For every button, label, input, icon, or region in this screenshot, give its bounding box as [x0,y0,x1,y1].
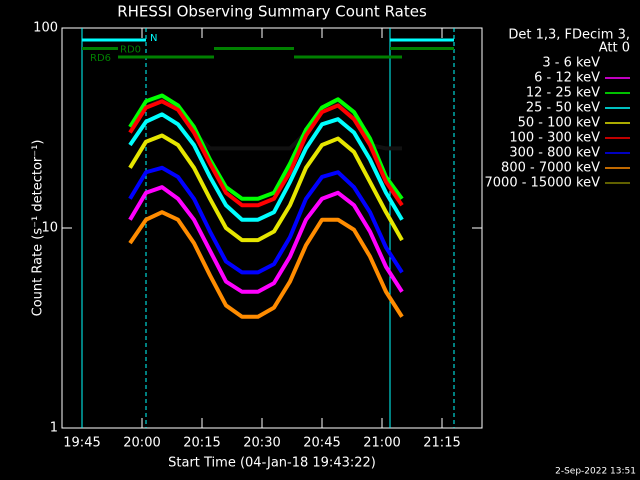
legend-label: 100 - 300 keV [509,131,600,146]
legend-title: Att 0 [599,41,630,56]
x-tick-label: 20:00 [123,436,160,451]
legend-label: 7000 - 15000 keV [485,176,601,191]
x-tick-label: 21:00 [363,436,400,451]
flag-label: RD6 [90,53,111,64]
legend-label: 6 - 12 keV [534,71,600,86]
series-line [128,165,404,275]
series-line [128,112,404,222]
legend-label: 300 - 800 keV [509,146,600,161]
legend-label: 50 - 100 keV [518,116,601,131]
legend-title: Det 1,3, FDecim 3, [508,28,630,43]
y-tick-label: 10 [41,221,58,236]
legend-label: 800 - 7000 keV [501,161,600,176]
x-tick-label: 20:30 [243,436,280,451]
flag-label: RD0 [120,45,141,56]
x-axis-label: Start Time (04-Jan-18 19:43:22) [168,456,376,471]
series-line [128,210,404,319]
series-line [128,185,404,294]
series-line [128,93,404,201]
x-tick-label: 20:45 [303,436,340,451]
plot-frame [61,27,483,429]
flag-label: N [150,33,157,44]
x-tick-label: 21:15 [423,436,460,451]
x-tick-label: 19:45 [63,436,100,451]
legend-label: 12 - 25 keV [526,86,600,101]
series-line [128,99,404,208]
series-line [128,133,404,243]
legend-label: 3 - 6 keV [542,56,600,71]
chart-title: RHESSI Observing Summary Count Rates [117,3,427,21]
x-tick-label: 20:15 [183,436,220,451]
y-tick-label: 100 [33,21,58,36]
footer: 2-Sep-2022 13:51 [555,467,636,477]
y-tick-label: 1 [50,421,58,436]
y-axis-label: Count Rate (s⁻¹ detector⁻¹) [31,140,46,317]
legend-label: 25 - 50 keV [526,101,600,116]
